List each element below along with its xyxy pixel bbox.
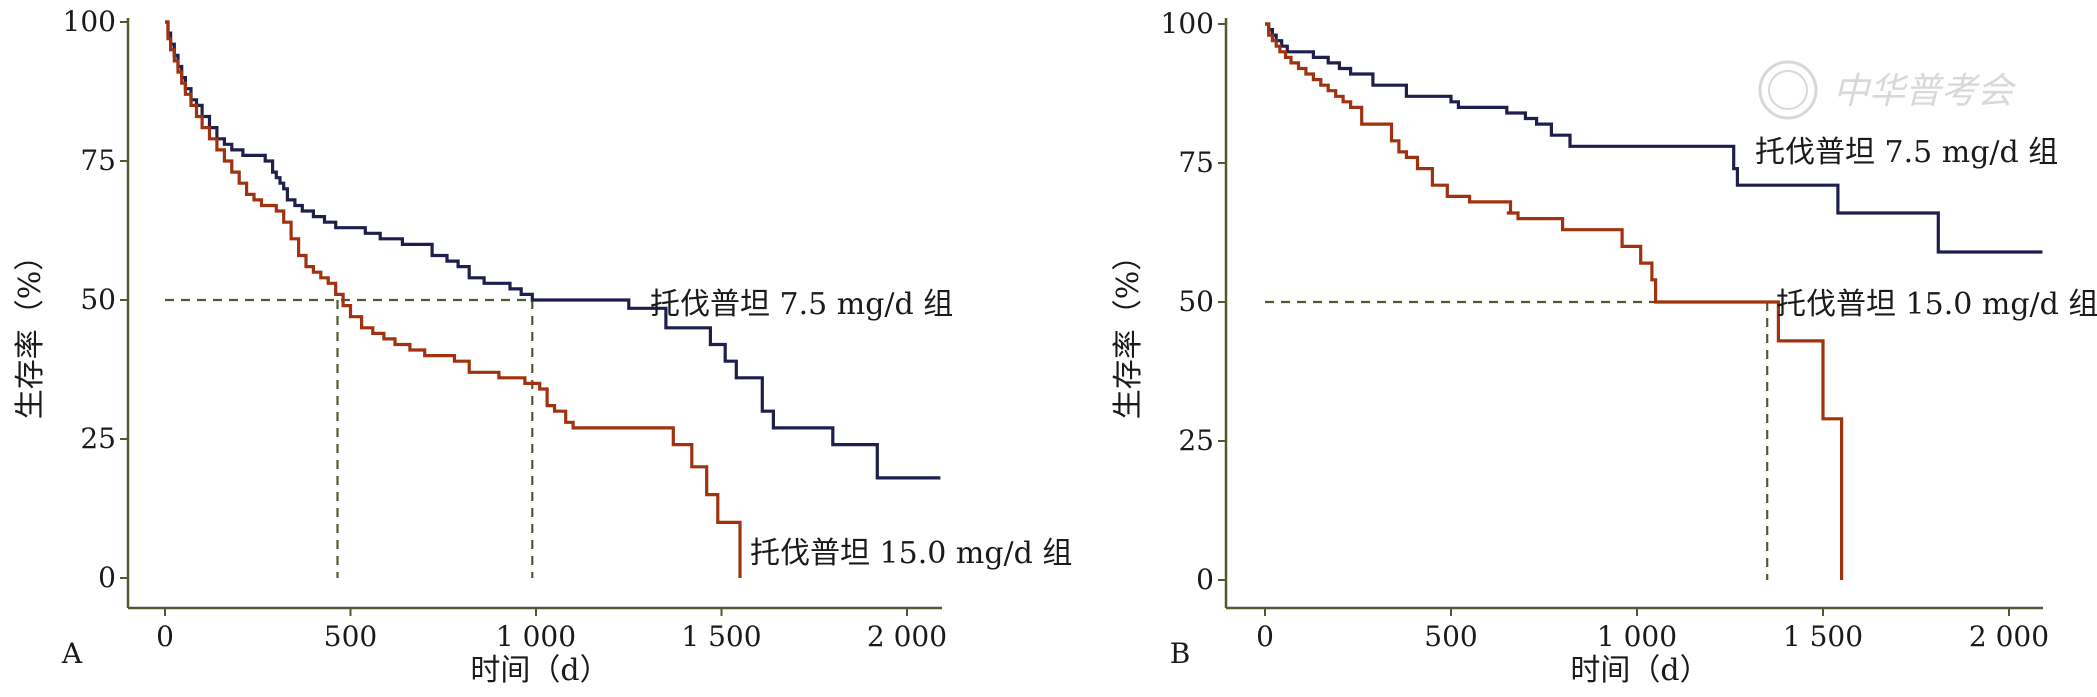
panel-b-y-tick-label: 0 — [1196, 563, 1214, 596]
panel-a-series-0-label: 托伐普坦 7.5 mg/d 组 — [650, 287, 953, 322]
panel-a-y-tick-label: 100 — [63, 5, 116, 38]
panel-b-y-tick-label: 25 — [1178, 424, 1214, 457]
panel-b-x-tick-label: 1 000 — [1597, 620, 1677, 653]
panel-a-letter: A — [61, 637, 83, 670]
panel-a-x-tick-label: 1 500 — [681, 620, 761, 653]
panel-b-series-0-label: 托伐普坦 7.5 mg/d 组 — [1755, 135, 2058, 170]
panel-a-y-tick-label: 50 — [80, 283, 116, 316]
panel-b-y-tick-label: 75 — [1178, 146, 1214, 179]
panel-b-y-axis-title: 生存率（%） — [1111, 241, 1146, 420]
panel-b-letter: B — [1170, 637, 1191, 670]
panel-a-series-1-label: 托伐普坦 15.0 mg/d 组 — [750, 536, 1072, 571]
seal-icon — [1758, 60, 1818, 120]
panel-b-series-1-label: 托伐普坦 15.0 mg/d 组 — [1776, 287, 2097, 322]
watermark: 中华普考会 — [1758, 60, 2017, 120]
panel-b-y-tick-label: 100 — [1161, 7, 1214, 40]
seal-inner-ring — [1768, 70, 1808, 110]
panel-b-y-tick-label: 50 — [1178, 285, 1214, 318]
panel-a-x-tick-label: 1 000 — [496, 620, 576, 653]
panel-a-x-tick-label: 2 000 — [867, 620, 947, 653]
panel-b-x-tick-label: 0 — [1256, 620, 1274, 653]
panel-a-series-1-line — [165, 20, 742, 578]
panel-a-y-tick-label: 25 — [80, 422, 116, 455]
panel-a-y-tick-label: 0 — [98, 561, 116, 594]
panel-a-series-0-line — [165, 20, 941, 480]
panel-a-x-tick-label: 500 — [324, 620, 377, 653]
panel-b-series-0-line — [1265, 22, 2043, 254]
panel-b-x-tick-label: 500 — [1424, 620, 1477, 653]
panel-b-series-1-line — [1265, 22, 1844, 580]
panel-a-y-axis-title: 生存率（%） — [13, 241, 48, 420]
panel-a-x-axis-title: 时间（d） — [470, 653, 609, 688]
panel-a-y-tick-label: 75 — [80, 144, 116, 177]
watermark-text: 中华普考会 — [1833, 71, 2017, 112]
panel-a-x-tick-label: 0 — [156, 620, 174, 653]
panel-b-x-axis-title: 时间（d） — [1570, 653, 1709, 688]
panel-b-x-tick-label: 1 500 — [1783, 620, 1863, 653]
panel-b-x-tick-label: 2 000 — [1969, 620, 2049, 653]
